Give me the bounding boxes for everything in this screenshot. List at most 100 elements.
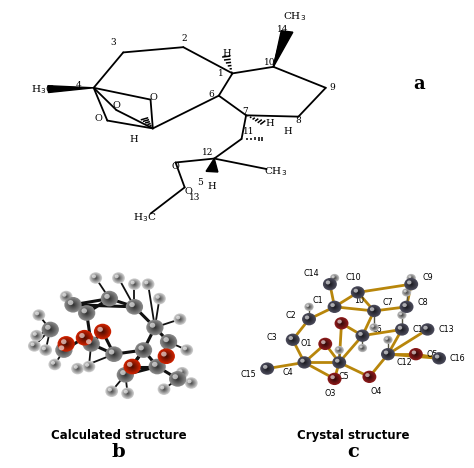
Circle shape: [360, 333, 365, 338]
Circle shape: [327, 281, 333, 287]
Circle shape: [305, 315, 309, 320]
Circle shape: [109, 349, 119, 359]
Text: C3: C3: [266, 333, 277, 342]
Circle shape: [148, 322, 161, 333]
Circle shape: [104, 294, 115, 303]
Text: Calculated structure: Calculated structure: [51, 429, 186, 442]
Circle shape: [334, 378, 336, 380]
Circle shape: [143, 280, 153, 288]
Circle shape: [57, 344, 70, 356]
Circle shape: [305, 303, 313, 310]
Circle shape: [337, 361, 341, 364]
Circle shape: [369, 306, 379, 315]
Circle shape: [33, 309, 45, 321]
Circle shape: [59, 345, 64, 351]
Circle shape: [396, 324, 408, 335]
Circle shape: [185, 349, 188, 351]
Circle shape: [171, 373, 184, 385]
Circle shape: [96, 326, 109, 337]
Circle shape: [137, 344, 150, 356]
Circle shape: [436, 355, 443, 361]
Circle shape: [116, 276, 121, 280]
Circle shape: [127, 393, 128, 394]
Circle shape: [404, 290, 409, 294]
Circle shape: [335, 317, 348, 329]
Circle shape: [47, 327, 54, 332]
Circle shape: [64, 297, 82, 313]
Circle shape: [110, 390, 113, 393]
Circle shape: [322, 341, 329, 347]
Circle shape: [401, 302, 412, 312]
Circle shape: [83, 337, 99, 351]
Circle shape: [432, 352, 446, 365]
Text: Crystal structure: Crystal structure: [297, 429, 410, 442]
Circle shape: [287, 334, 299, 345]
Text: O: O: [94, 114, 102, 123]
Circle shape: [298, 357, 310, 368]
Circle shape: [94, 277, 97, 279]
Circle shape: [181, 344, 193, 356]
Circle shape: [111, 390, 112, 392]
Circle shape: [330, 375, 339, 383]
Circle shape: [82, 336, 100, 352]
Text: O: O: [150, 93, 158, 102]
Circle shape: [373, 310, 375, 312]
Circle shape: [337, 348, 339, 350]
Circle shape: [177, 316, 183, 322]
Circle shape: [410, 277, 413, 279]
Circle shape: [304, 303, 314, 311]
Circle shape: [435, 355, 439, 358]
Circle shape: [356, 329, 369, 342]
Circle shape: [328, 373, 341, 385]
Circle shape: [161, 351, 167, 357]
Circle shape: [329, 374, 340, 384]
Circle shape: [286, 334, 300, 346]
Circle shape: [64, 294, 69, 299]
Circle shape: [68, 300, 78, 310]
Circle shape: [384, 336, 392, 344]
Circle shape: [188, 380, 191, 383]
Circle shape: [409, 276, 411, 278]
Circle shape: [77, 331, 92, 344]
Circle shape: [54, 364, 55, 365]
Circle shape: [407, 274, 415, 282]
Circle shape: [163, 353, 170, 359]
Circle shape: [307, 305, 311, 309]
Circle shape: [90, 273, 101, 283]
Circle shape: [410, 350, 421, 359]
Circle shape: [402, 288, 411, 297]
Circle shape: [404, 290, 407, 292]
Circle shape: [155, 295, 160, 299]
Text: 2: 2: [182, 34, 188, 43]
Circle shape: [356, 330, 368, 341]
Circle shape: [68, 300, 73, 305]
Circle shape: [370, 324, 378, 331]
Circle shape: [401, 301, 413, 312]
Circle shape: [62, 340, 71, 348]
Circle shape: [63, 349, 65, 351]
Circle shape: [158, 348, 175, 364]
Circle shape: [146, 320, 164, 335]
Circle shape: [90, 272, 102, 284]
Circle shape: [63, 293, 69, 300]
Circle shape: [85, 338, 98, 350]
Circle shape: [334, 306, 336, 307]
Circle shape: [367, 374, 372, 379]
Circle shape: [399, 326, 405, 333]
Circle shape: [401, 329, 403, 330]
Circle shape: [128, 278, 141, 290]
Text: 4: 4: [76, 81, 82, 90]
Circle shape: [359, 345, 365, 351]
Circle shape: [306, 317, 311, 322]
Circle shape: [89, 342, 93, 346]
Circle shape: [46, 326, 55, 333]
Circle shape: [85, 363, 93, 370]
Circle shape: [145, 281, 151, 287]
Circle shape: [146, 283, 150, 285]
Circle shape: [291, 338, 294, 341]
Circle shape: [338, 362, 340, 363]
Circle shape: [398, 326, 402, 330]
Circle shape: [403, 304, 410, 310]
Circle shape: [402, 289, 410, 296]
Circle shape: [297, 356, 311, 369]
